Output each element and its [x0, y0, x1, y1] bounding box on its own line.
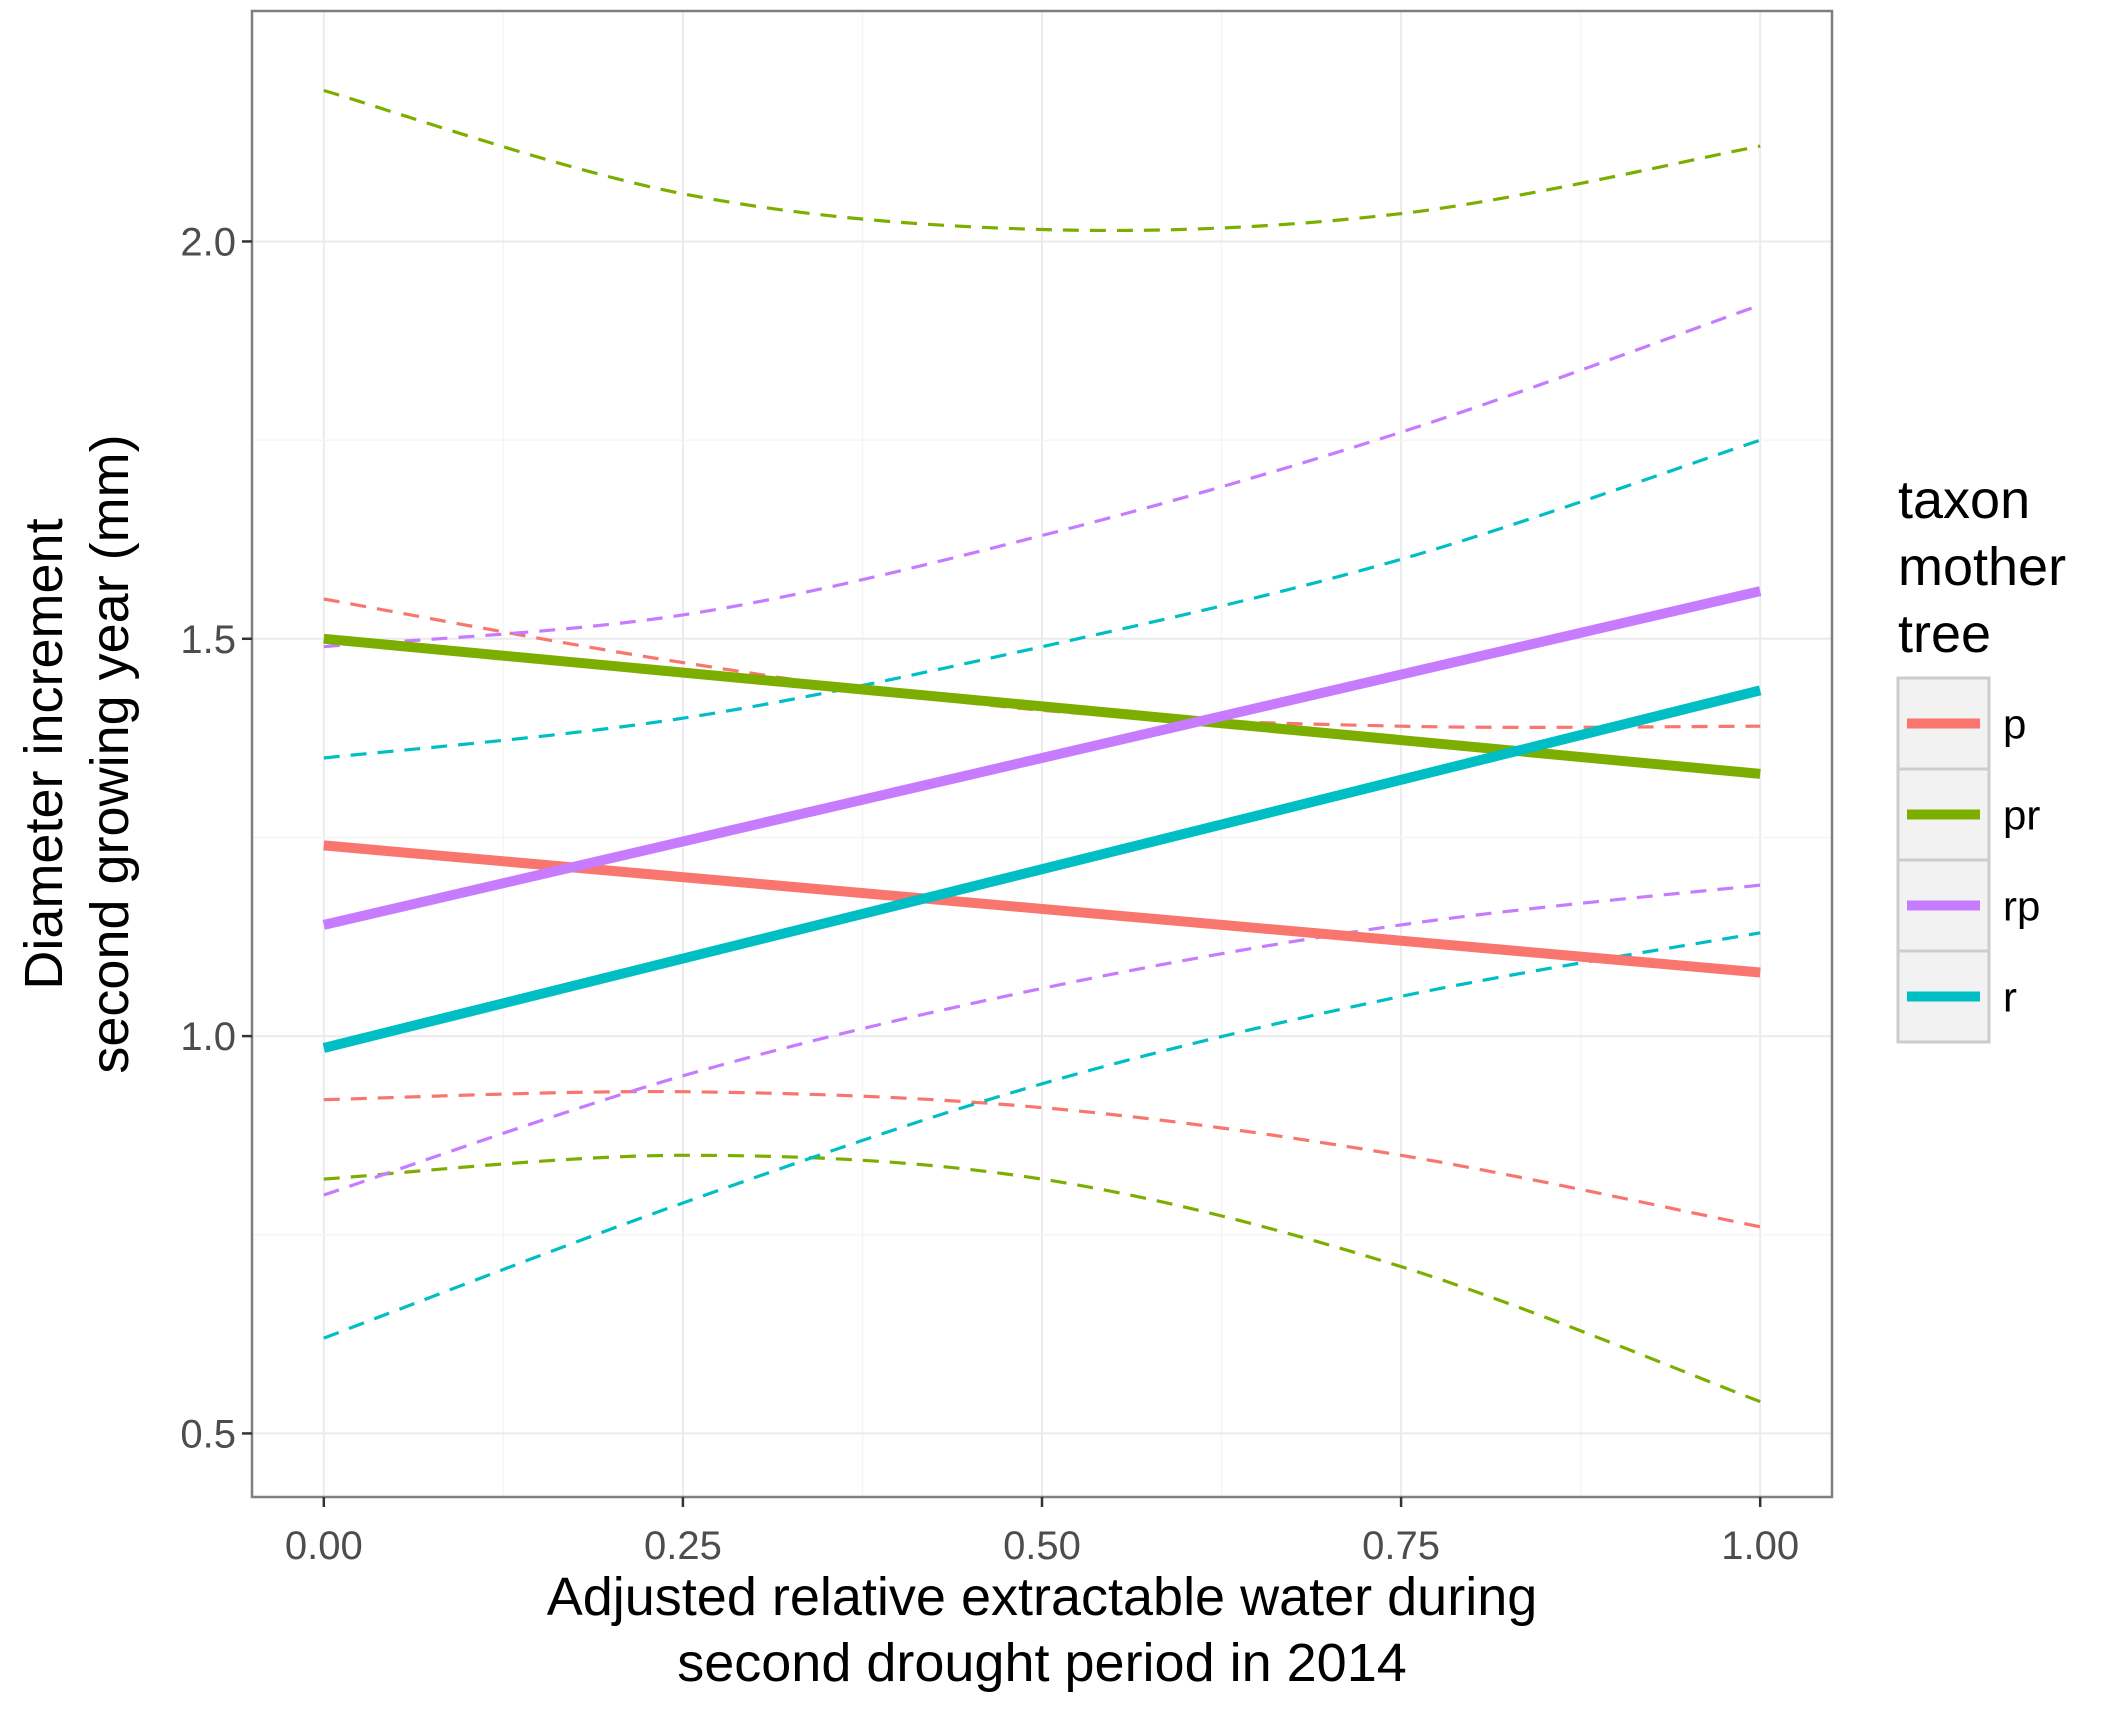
legend-label-r: r [2003, 974, 2017, 1021]
legend-title-line-2: mother [1898, 537, 2066, 597]
x-tick-label: 0.25 [644, 1524, 722, 1568]
p-ci-lower-line [323, 1089, 1761, 1229]
pr-ci-upper-line [323, 88, 1761, 233]
x-axis-title-line-1: Adjusted relative extractable water duri… [547, 1567, 1538, 1627]
legend-title-line-3: tree [1898, 604, 1991, 664]
p-ci-upper-line [323, 597, 1761, 729]
rp-fit-line [322, 586, 1762, 930]
r-ci-lower-line [323, 931, 1761, 1340]
x-tick-label: 1.00 [1721, 1524, 1799, 1568]
y-tick-label: 2.0 [180, 220, 236, 264]
y-axis-title-line-2: second growing year (mm) [80, 434, 140, 1073]
r-ci-upper-line [323, 438, 1761, 760]
y-axis: 0.5 1.0 1.5 2.0 [180, 220, 252, 1456]
r-fit-line [322, 685, 1762, 1053]
x-tick-label: 0.00 [285, 1524, 363, 1568]
legend-label-p: p [2003, 701, 2026, 748]
legend: taxon mother tree p pr rp r [1896, 470, 2066, 1044]
x-axis-title-line-2: second drought period in 2014 [677, 1633, 1407, 1693]
y-tick-label: 0.5 [180, 1412, 236, 1456]
rp-ci-upper-line [323, 303, 1761, 649]
x-tick-label: 0.50 [1003, 1524, 1081, 1568]
rp-ci-lower-line [323, 883, 1761, 1197]
legend-label-rp: rp [2003, 883, 2040, 930]
fitted-lines [322, 586, 1762, 1053]
x-axis: 0.00 0.25 0.50 0.75 1.00 [285, 1497, 1799, 1568]
confidence-bands [323, 88, 1761, 1404]
legend-title-line-1: taxon [1898, 470, 2030, 530]
y-axis-title-line-1: Diameter increment [14, 518, 74, 989]
x-tick-label: 0.75 [1362, 1524, 1440, 1568]
legend-label-pr: pr [2003, 792, 2040, 839]
y-tick-label: 1.5 [180, 618, 236, 662]
y-tick-label: 1.0 [180, 1015, 236, 1059]
